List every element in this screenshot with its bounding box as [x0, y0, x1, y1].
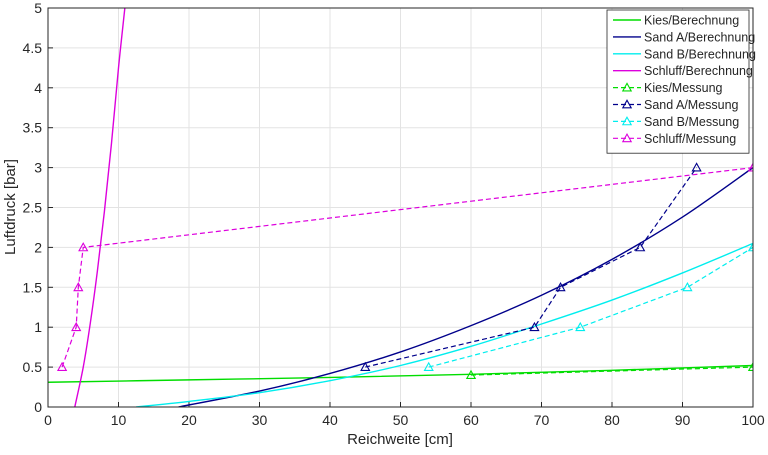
y-tick-label: 4 [34, 80, 42, 96]
data-point-marker [747, 242, 753, 252]
series-7 [56, 162, 753, 372]
series-0 [48, 364, 753, 383]
y-tick-label: 5 [34, 0, 42, 16]
x-tick-labels: 0 10 20 30 40 50 60 70 80 90 100 [44, 412, 765, 428]
x-tick-label: 100 [741, 412, 765, 428]
legend-label: Schluff/Berechnung [644, 64, 753, 78]
data-point-marker [56, 361, 68, 372]
legend-label: Kies/Messung [644, 81, 723, 95]
legend-marker [621, 99, 633, 109]
plot-frame [47, 7, 754, 408]
data-point-marker [691, 162, 702, 172]
y-tick-label: 0.5 [23, 359, 43, 375]
series-2 [136, 242, 753, 407]
series-3 [74, 8, 126, 407]
y-tick-label: 4.5 [23, 40, 43, 56]
data-point-marker [78, 242, 89, 252]
legend: Kies/Berechnung Sand A/Berechnung Sand B/B… [606, 9, 756, 154]
x-axis-label: Reichweite [cm] [347, 431, 453, 448]
legend-label: Schluff/Messung [644, 132, 736, 146]
data-point-marker [747, 361, 753, 372]
x-tick-label: 60 [463, 412, 479, 428]
data-point-marker [529, 321, 540, 332]
legend-item: Sand A/Berechnung [613, 30, 755, 44]
y-tick-labels: 0 0.5 1 1.5 2 2.5 3 3.5 4 4.5 5 [23, 0, 43, 415]
series-line [74, 8, 126, 407]
x-tick-label: 30 [252, 412, 268, 428]
legend-marker [621, 82, 633, 92]
legend-label: Sand A/Messung [644, 98, 739, 112]
legend-marker [621, 132, 633, 143]
data-point-marker [747, 162, 753, 172]
series-line [365, 167, 698, 368]
y-tick-label: 2 [34, 239, 42, 255]
series-4 [465, 361, 753, 379]
legend-label: Kies/Berechnung [644, 14, 739, 28]
y-tick-label: 2.5 [23, 200, 43, 216]
series-1 [178, 167, 753, 407]
data-point-marker [73, 281, 84, 292]
legend-label: Sand A/Berechnung [644, 30, 755, 44]
x-tick-label: 20 [181, 412, 197, 428]
x-tick-label: 10 [111, 412, 127, 428]
y-tick-label: 3.5 [23, 120, 43, 136]
series-line [48, 364, 753, 383]
y-axis-label: Luftdruck [bar] [2, 159, 19, 255]
y-tick-label: 1 [34, 319, 42, 335]
data-point-marker [423, 361, 434, 372]
series-line [136, 242, 753, 407]
y-tick-label: 3 [34, 160, 42, 176]
x-tick-label: 90 [675, 412, 691, 428]
series-layer [48, 8, 753, 407]
x-tick-label: 70 [534, 412, 550, 428]
data-point-marker [555, 281, 566, 292]
series-5 [360, 162, 702, 372]
x-tick-label: 50 [393, 412, 409, 428]
data-point-marker [465, 369, 477, 379]
legend-marker [621, 116, 633, 126]
legend-item: Sand A/Messung [613, 98, 739, 112]
legend-item: Sand B/Berechnung [613, 47, 756, 61]
legend-box [606, 9, 750, 154]
series-6 [423, 242, 753, 372]
x-tick-label: 80 [604, 412, 620, 428]
y-tick-label: 0 [34, 399, 42, 415]
legend-item: Schluff/Messung [613, 132, 736, 146]
y-tick-label: 1.5 [23, 279, 43, 295]
series-line [178, 167, 753, 407]
data-point-marker [635, 242, 646, 252]
legend-item: Sand B/Messung [613, 115, 739, 129]
legend-item: Kies/Messung [613, 81, 723, 95]
data-point-marker [682, 281, 693, 292]
legend-item: Schluff/Berechnung [613, 64, 753, 78]
data-point-marker [575, 321, 586, 332]
x-tick-label: 40 [322, 412, 338, 428]
legend-label: Sand B/Messung [644, 115, 739, 129]
data-point-marker [71, 321, 82, 332]
data-point-marker [360, 361, 371, 372]
legend-label: Sand B/Berechnung [644, 47, 756, 61]
x-tick-label: 0 [44, 412, 52, 428]
legend-item: Kies/Berechnung [613, 14, 739, 28]
series-line [61, 167, 753, 368]
series-line [470, 366, 753, 376]
